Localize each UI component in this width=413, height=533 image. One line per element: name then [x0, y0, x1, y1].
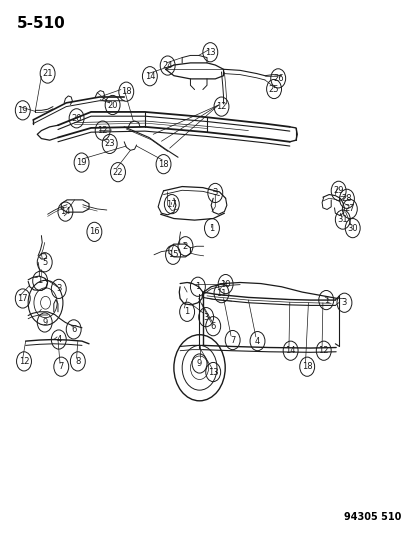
Text: 12: 12: [19, 357, 29, 366]
Text: 4: 4: [254, 337, 259, 345]
Text: 9: 9: [42, 318, 47, 327]
Text: 24: 24: [162, 61, 173, 70]
Text: 3: 3: [341, 298, 346, 307]
Text: 26: 26: [272, 74, 283, 83]
Text: 1: 1: [38, 277, 43, 285]
Text: 20: 20: [71, 114, 82, 123]
Text: 28: 28: [341, 195, 351, 203]
Text: 3: 3: [203, 313, 208, 321]
Text: 6: 6: [210, 322, 215, 330]
Text: 31: 31: [337, 215, 347, 224]
Text: 13: 13: [204, 48, 215, 56]
Text: 5-510: 5-510: [17, 16, 65, 31]
Text: 94305 510: 94305 510: [343, 512, 401, 522]
Text: 7: 7: [59, 362, 64, 371]
Text: 9: 9: [197, 359, 202, 368]
Text: 1: 1: [195, 282, 200, 291]
Text: 1: 1: [209, 224, 214, 232]
Text: 19: 19: [76, 158, 87, 167]
Text: 12: 12: [216, 102, 226, 111]
Text: 10: 10: [220, 280, 230, 288]
Text: 22: 22: [112, 168, 123, 176]
Text: 23: 23: [104, 140, 115, 148]
Text: 1: 1: [323, 296, 328, 304]
Text: 8: 8: [75, 357, 80, 366]
Text: 18: 18: [158, 160, 169, 168]
Text: 18: 18: [301, 362, 312, 371]
Text: 12: 12: [97, 126, 108, 135]
Text: 30: 30: [347, 224, 357, 232]
Text: 4: 4: [56, 335, 61, 344]
Text: 14: 14: [285, 346, 295, 355]
Text: 11: 11: [216, 289, 226, 297]
Text: 18: 18: [121, 87, 131, 96]
Text: 2: 2: [183, 242, 188, 251]
Text: 17: 17: [17, 294, 28, 303]
Text: 15: 15: [167, 251, 178, 259]
Text: 25: 25: [268, 85, 279, 93]
Text: 3: 3: [212, 189, 217, 197]
Text: 21: 21: [42, 69, 53, 78]
Text: 29: 29: [332, 187, 343, 195]
Text: 12: 12: [318, 346, 328, 355]
Text: 17: 17: [166, 200, 177, 208]
Text: 27: 27: [344, 205, 354, 213]
Text: 5: 5: [42, 258, 47, 266]
Text: 3: 3: [56, 285, 61, 293]
Text: 7: 7: [230, 336, 235, 344]
Text: 6: 6: [71, 325, 76, 334]
Text: 19: 19: [17, 106, 28, 115]
Text: 14: 14: [144, 72, 155, 80]
Text: 20: 20: [107, 101, 118, 109]
Text: 16: 16: [89, 228, 100, 236]
Text: 1: 1: [184, 308, 189, 316]
Text: 14: 14: [60, 207, 71, 216]
Text: 13: 13: [207, 368, 218, 376]
